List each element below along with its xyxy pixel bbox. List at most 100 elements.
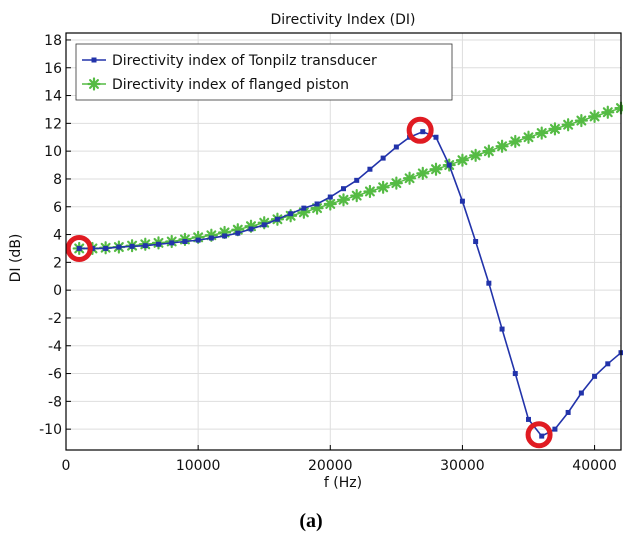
data-point-square [578,390,584,396]
data-point-star [482,144,496,158]
data-point-square [393,144,399,150]
legend-box [75,43,453,101]
y-tick-label: -2 [48,311,62,327]
data-point-square [314,201,320,207]
plot-frame [65,32,622,451]
chart-title: Directivity Index (DI) [270,12,415,28]
data-point-square [367,166,373,172]
data-point-star [376,180,390,194]
x-tick-label: 30000 [440,458,485,474]
data-point-star [614,101,623,115]
series-square-group [76,129,623,439]
data-point-square [103,245,109,251]
data-point-square [565,409,571,415]
data-point-star [416,166,430,180]
data-point-square [248,226,254,232]
data-point-square [446,162,452,168]
legend-label: Directivity index of Tonpilz transducer [112,53,377,69]
x-tick-label: 10000 [176,458,221,474]
data-point-star [217,225,232,240]
data-point-star [336,193,351,207]
y-tick-label: 8 [53,172,62,188]
data-point-star [469,148,483,162]
y-tick-label: 14 [44,89,62,105]
y-tick-label: 12 [44,116,62,132]
data-point-square [288,211,294,217]
data-point-square [354,177,360,183]
series-star-group [72,101,623,256]
data-point-square [420,129,426,135]
series-layer [72,101,623,439]
highlight-circle [65,234,93,262]
data-point-star [574,113,588,128]
data-point-square [473,239,479,244]
y-tick-label: -4 [48,339,62,355]
data-point-square [76,245,82,251]
data-point-square [182,239,188,244]
legend-item: Directivity index of Tonpilz transducer [82,53,377,69]
legend: Directivity index of Tonpilz transducer D… [75,43,453,101]
y-tick-label: 0 [53,283,62,299]
data-point-square [274,216,280,222]
data-point-star [204,228,218,242]
data-point-star [363,184,377,199]
data-point-star [495,139,509,153]
figure-caption: (a) [299,510,322,532]
data-point-square [341,186,346,192]
series-line-square [79,130,622,438]
data-point-star [521,130,536,144]
y-tick-label: 4 [53,228,62,244]
data-point-star [231,223,245,237]
data-point-star [310,201,324,215]
data-point-square [526,416,531,422]
y-tick-label: -10 [39,422,62,438]
data-point-square [222,233,228,239]
data-point-square [499,326,505,332]
data-point-square [459,198,465,204]
data-point-star [535,126,549,140]
y-axis-title: DI (dB) [8,234,24,283]
data-point-star [548,122,562,136]
data-point-square [327,194,333,200]
data-point-square [512,371,518,377]
data-point-star [389,176,403,190]
data-point-square [592,373,598,379]
y-tick-label: 2 [53,255,62,271]
data-point-square [235,230,241,236]
x-axis-title: f (Hz) [324,475,362,491]
data-point-square [605,361,611,367]
data-point-square [129,243,135,249]
data-point-square [142,243,148,249]
y-tick-label: -8 [48,394,62,410]
x-tick-label: 40000 [572,458,617,474]
axis-ticks: 0 10000 20000 30000 40000 -10 -8 -6 -4 -2 0 2 4 6 8 10 1… [39,33,617,474]
highlight-layer [65,116,553,449]
data-point-square [301,205,307,211]
data-point-star [402,171,417,185]
data-point-star [587,109,602,123]
data-point-square [169,240,175,246]
data-point-star [350,189,364,203]
data-point-star [455,153,470,167]
x-tick-label: 20000 [308,458,353,474]
data-point-star [297,205,311,219]
data-point-square [380,155,386,161]
x-tick-label: 0 [62,458,71,474]
data-point-square [486,280,492,286]
series-line-star [79,107,622,250]
data-point-square [539,433,545,439]
data-point-star [244,219,258,233]
data-point-square [261,222,267,228]
data-point-star [323,197,337,211]
y-tick-label: 10 [44,144,62,160]
highlight-circle [525,421,553,449]
legend-label: Directivity index of flanged piston [112,77,349,93]
data-point-square [156,241,161,247]
data-point-star [429,162,443,176]
data-point-square [208,235,214,241]
y-tick-label: -6 [48,367,62,383]
legend-item: Directivity index of flanged piston [82,77,349,93]
data-point-star [601,105,615,119]
data-point-star [508,134,522,149]
data-point-square [116,244,122,250]
